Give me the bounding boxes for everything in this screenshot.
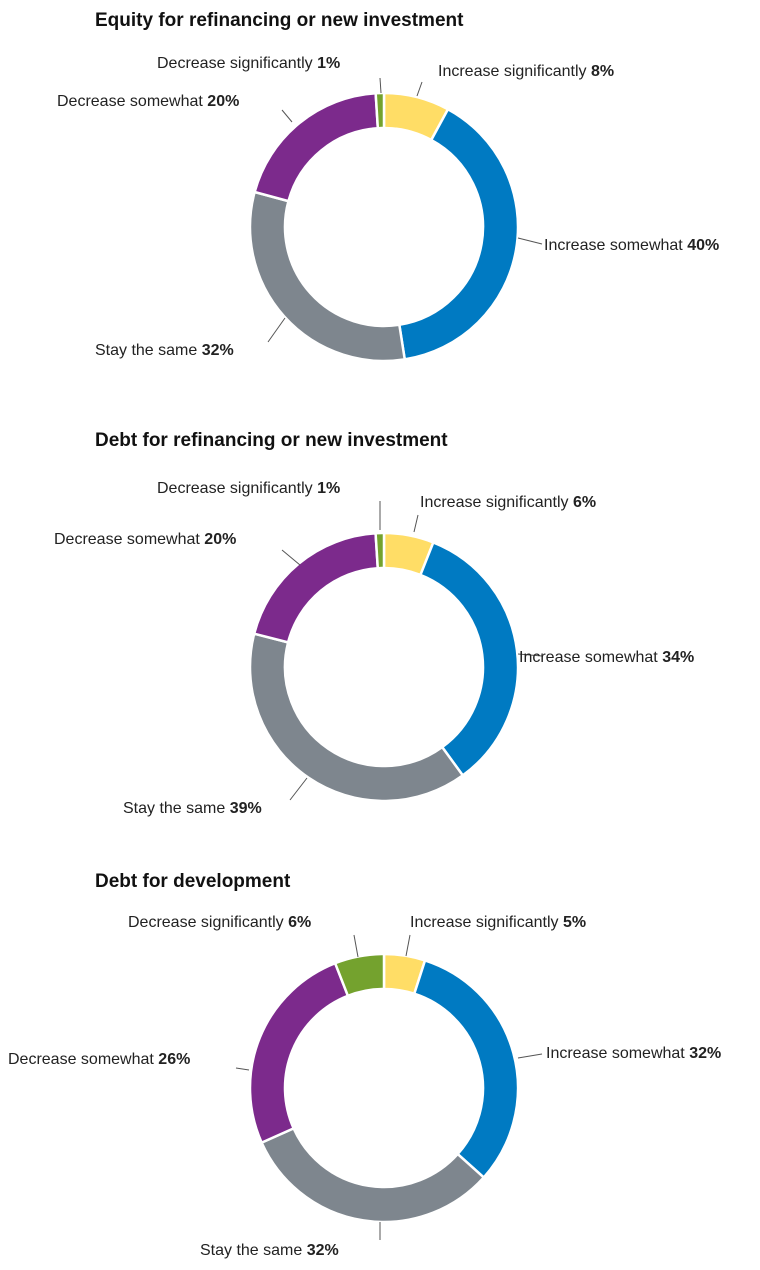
slice-decrease-somewhat (253, 92, 380, 203)
slice-decrease-significantly (374, 531, 386, 570)
slice-label-increase-somewhat: Increase somewhat 32% (546, 1045, 721, 1062)
slice-label-text: Increase somewhat (546, 1045, 689, 1062)
slice-value-label: 6% (573, 494, 596, 511)
slice-value-label: 26% (158, 1051, 190, 1068)
slice-label-text: Decrease somewhat (57, 93, 207, 110)
slice-value-label: 39% (230, 800, 262, 817)
slice-label-stay-the-same: Stay the same 39% (123, 800, 262, 817)
slice-label-text: Decrease significantly (157, 480, 317, 497)
slice-label-increase-significantly: Increase significantly 6% (420, 494, 596, 511)
leader-line-decrease-somewhat (281, 549, 301, 566)
slice-decrease-somewhat (252, 532, 380, 644)
slice-increase-somewhat (419, 541, 520, 777)
slice-value-label: 20% (207, 93, 239, 110)
leader-line-decrease-significantly (379, 77, 382, 94)
slice-label-text: Stay the same (200, 1242, 307, 1259)
slice-increase-somewhat (413, 959, 520, 1179)
slice-value-label: 1% (317, 55, 340, 72)
leader-line-decrease-somewhat (235, 1067, 250, 1071)
slice-label-text: Stay the same (95, 342, 202, 359)
donut-chart-2: Debt for refinancing or new investment In… (54, 430, 694, 817)
leader-line-decrease-significantly (353, 934, 359, 958)
donut-chart-3: Debt for development Increase significant… (8, 871, 721, 1259)
leader-line-increase-somewhat (517, 653, 543, 657)
slice-label-increase-significantly: Increase significantly 8% (438, 63, 614, 80)
slice-label-text: Increase significantly (420, 494, 573, 511)
slice-decrease-significantly (374, 91, 386, 130)
slice-label-text: Stay the same (123, 800, 230, 817)
leader-line-increase-somewhat (517, 1053, 543, 1059)
slice-label-text: Increase somewhat (519, 649, 662, 666)
leader-line-decrease-somewhat (281, 109, 293, 123)
slice-decrease-somewhat (248, 961, 350, 1144)
slice-label-text: Decrease somewhat (8, 1051, 158, 1068)
slice-label-increase-significantly: Increase significantly 5% (410, 914, 586, 931)
slice-value-label: 32% (689, 1045, 721, 1062)
slice-label-decrease-somewhat: Decrease somewhat 26% (8, 1051, 190, 1068)
slice-label-text: Increase significantly (438, 63, 591, 80)
chart-title: Debt for refinancing or new investment (95, 430, 448, 451)
slice-label-text: Increase significantly (410, 914, 563, 931)
slice-stay-the-same (260, 1127, 486, 1224)
slice-label-stay-the-same: Stay the same 32% (200, 1242, 339, 1259)
slice-stay-the-same (248, 190, 407, 363)
slice-label-decrease-somewhat: Decrease somewhat 20% (57, 93, 239, 110)
slice-label-decrease-significantly: Decrease significantly 1% (157, 55, 340, 72)
leader-line-stay-the-same (289, 777, 308, 801)
slice-decrease-significantly (333, 952, 386, 998)
slice-label-text: Decrease significantly (157, 55, 317, 72)
slice-label-decrease-somewhat: Decrease somewhat 20% (54, 531, 236, 548)
slice-label-stay-the-same: Stay the same 32% (95, 342, 234, 359)
slice-value-label: 20% (204, 531, 236, 548)
slice-label-decrease-significantly: Decrease significantly 1% (157, 480, 340, 497)
slice-value-label: 8% (591, 63, 614, 80)
slice-label-increase-somewhat: Increase somewhat 34% (519, 649, 694, 666)
leader-line-increase-significantly (405, 934, 411, 957)
donut-chart-1: Equity for refinancing or new investment… (57, 10, 719, 363)
slice-value-label: 32% (307, 1242, 339, 1259)
slice-label-text: Decrease somewhat (54, 531, 204, 548)
leader-line-increase-somewhat (517, 237, 543, 245)
leader-line-stay-the-same (267, 317, 286, 343)
chart-title: Debt for development (95, 871, 291, 892)
slice-label-text: Increase somewhat (544, 237, 687, 254)
slice-label-increase-somewhat: Increase somewhat 40% (544, 237, 719, 254)
leader-line-increase-significantly (413, 514, 419, 533)
slice-value-label: 5% (563, 914, 586, 931)
slice-value-label: 34% (662, 649, 694, 666)
slice-value-label: 32% (202, 342, 234, 359)
chart-title: Equity for refinancing or new investment (95, 10, 464, 31)
slice-label-text: Decrease significantly (128, 914, 288, 931)
slice-value-label: 6% (288, 914, 311, 931)
slice-value-label: 40% (687, 237, 719, 254)
slice-value-label: 1% (317, 480, 340, 497)
leader-line-increase-significantly (416, 81, 423, 97)
slice-label-decrease-significantly: Decrease significantly 6% (128, 914, 311, 931)
slice-stay-the-same (248, 632, 465, 803)
slice-increase-somewhat (398, 108, 520, 361)
